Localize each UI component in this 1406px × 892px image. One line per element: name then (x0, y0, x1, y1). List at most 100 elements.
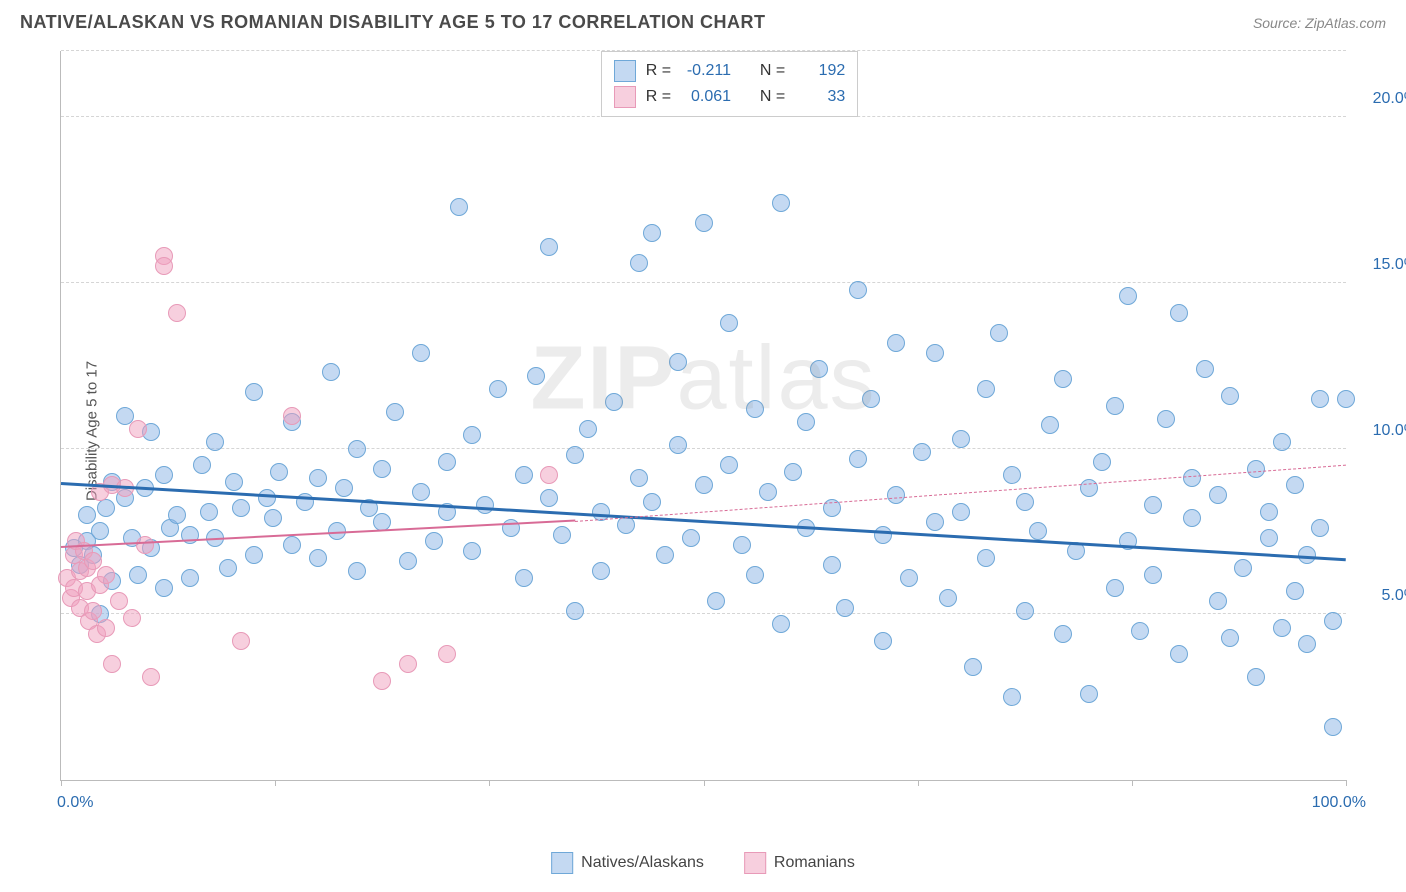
data-point (1016, 602, 1034, 620)
data-point (1029, 522, 1047, 540)
legend: Natives/Alaskans Romanians (551, 852, 855, 874)
data-point (515, 466, 533, 484)
plot-area: ZIPatlas R = -0.211 N = 192 R = 0.061 N … (60, 51, 1346, 781)
data-point (1183, 469, 1201, 487)
data-point (1286, 476, 1304, 494)
data-point (1106, 579, 1124, 597)
data-point (193, 456, 211, 474)
data-point (1324, 718, 1342, 736)
x-tick (275, 780, 276, 786)
y-tick-label: 15.0% (1358, 256, 1406, 274)
data-point (309, 549, 327, 567)
data-point (746, 400, 764, 418)
data-point (489, 380, 507, 398)
data-point (245, 546, 263, 564)
data-point (579, 420, 597, 438)
source-attribution: Source: ZipAtlas.com (1253, 15, 1386, 31)
correlation-stats-box: R = -0.211 N = 192 R = 0.061 N = 33 (601, 51, 859, 117)
data-point (1311, 519, 1329, 537)
stats-row-series2: R = 0.061 N = 33 (614, 84, 846, 110)
legend-item-series2: Romanians (744, 852, 855, 874)
data-point (1016, 493, 1034, 511)
data-point (836, 599, 854, 617)
data-point (450, 198, 468, 216)
data-point (1093, 453, 1111, 471)
data-point (1003, 688, 1021, 706)
data-point (772, 615, 790, 633)
data-point (232, 632, 250, 650)
data-point (264, 509, 282, 527)
data-point (939, 589, 957, 607)
data-point (142, 668, 160, 686)
data-point (1273, 619, 1291, 637)
x-tick (1132, 780, 1133, 786)
data-point (720, 456, 738, 474)
data-point (810, 360, 828, 378)
data-point (630, 469, 648, 487)
data-point (926, 513, 944, 531)
data-point (1080, 685, 1098, 703)
x-tick (704, 780, 705, 786)
data-point (1041, 416, 1059, 434)
data-point (245, 383, 263, 401)
data-point (97, 499, 115, 517)
data-point (887, 334, 905, 352)
data-point (695, 214, 713, 232)
data-point (283, 536, 301, 554)
data-point (566, 602, 584, 620)
data-point (168, 304, 186, 322)
data-point (1273, 433, 1291, 451)
stats-swatch-series2 (614, 86, 636, 108)
data-point (97, 566, 115, 584)
y-tick-label: 20.0% (1358, 90, 1406, 108)
gridline (61, 282, 1346, 283)
data-point (322, 363, 340, 381)
data-point (425, 532, 443, 550)
data-point (348, 440, 366, 458)
data-point (515, 569, 533, 587)
data-point (592, 562, 610, 580)
data-point (746, 566, 764, 584)
data-point (540, 238, 558, 256)
legend-swatch-series1 (551, 852, 573, 874)
data-point (540, 466, 558, 484)
gridline (61, 448, 1346, 449)
data-point (1054, 370, 1072, 388)
data-point (733, 536, 751, 554)
data-point (129, 420, 147, 438)
y-tick-label: 10.0% (1358, 422, 1406, 440)
data-point (412, 344, 430, 362)
data-point (270, 463, 288, 481)
data-point (1286, 582, 1304, 600)
data-point (1221, 629, 1239, 647)
data-point (874, 526, 892, 544)
data-point (682, 529, 700, 547)
data-point (1183, 509, 1201, 527)
data-point (1119, 287, 1137, 305)
data-point (964, 658, 982, 676)
data-point (643, 493, 661, 511)
data-point (463, 542, 481, 560)
data-point (695, 476, 713, 494)
data-point (1221, 387, 1239, 405)
data-point (258, 489, 276, 507)
data-point (412, 483, 430, 501)
data-point (669, 353, 687, 371)
stats-swatch-series1 (614, 60, 636, 82)
data-point (887, 486, 905, 504)
data-point (335, 479, 353, 497)
data-point (823, 556, 841, 574)
data-point (206, 433, 224, 451)
data-point (181, 569, 199, 587)
data-point (136, 536, 154, 554)
data-point (1131, 622, 1149, 640)
gridline (61, 613, 1346, 614)
data-point (373, 460, 391, 478)
data-point (977, 549, 995, 567)
data-point (283, 407, 301, 425)
data-point (78, 506, 96, 524)
data-point (1196, 360, 1214, 378)
data-point (952, 503, 970, 521)
data-point (1144, 496, 1162, 514)
x-min-label: 0.0% (57, 794, 93, 812)
